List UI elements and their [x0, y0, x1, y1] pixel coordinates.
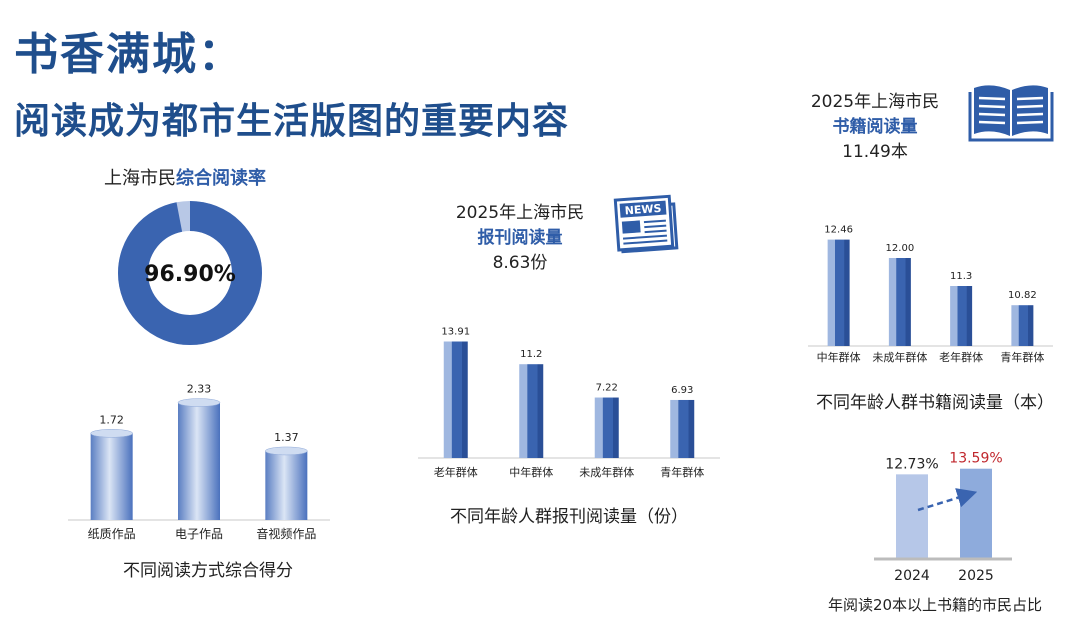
- donut-chart: 96.90%: [118, 201, 262, 345]
- donut-caption-bold: 综合阅读率: [176, 168, 266, 189]
- books-age-caption: 不同年龄人群书籍阅读量（本）: [816, 393, 1054, 413]
- data-label: 12.00: [886, 243, 915, 254]
- bar: [1011, 305, 1034, 346]
- data-label: 13.59%: [949, 451, 1002, 467]
- reading-method-chart: 1.72 纸质作品 2.33 电子作品 1.37 音视频作品: [68, 383, 330, 541]
- tick-label: 未成年群体: [579, 465, 634, 479]
- newspaper-summary: 2025年上海市民 报刊阅读量 8.63份: [445, 198, 595, 273]
- newspaper-line2: 报刊阅读量: [477, 228, 563, 248]
- data-label: 2.33: [187, 383, 212, 396]
- tick-label: 音视频作品: [256, 526, 316, 541]
- tick-label: 老年群体: [434, 465, 478, 479]
- bar: [827, 239, 850, 346]
- data-label: 11.3: [950, 271, 972, 282]
- data-label: 1.37: [274, 431, 299, 444]
- data-label: 6.93: [671, 385, 693, 396]
- data-label: 12.46: [824, 225, 853, 236]
- bar: [670, 399, 695, 458]
- tick-label: 中年群体: [509, 465, 553, 479]
- book-line3: 11.49本: [842, 142, 908, 162]
- tick-label: 2025: [958, 568, 994, 584]
- bar: [594, 397, 619, 458]
- tick-label: 中年群体: [817, 350, 861, 364]
- tick-label: 老年群体: [939, 350, 983, 364]
- donut-value-arc: [118, 201, 262, 345]
- svg-text:NEWS: NEWS: [624, 202, 662, 218]
- tick-label: 纸质作品: [88, 527, 136, 541]
- bar: [960, 468, 992, 558]
- bar: [443, 341, 468, 458]
- bar: [90, 429, 133, 520]
- bar: [950, 286, 973, 346]
- trend-arrow: [917, 488, 978, 512]
- bar: [177, 398, 221, 520]
- newspaper-age-caption: 不同年龄人群报刊阅读量（份）: [450, 507, 688, 527]
- data-label: 12.73%: [885, 456, 938, 472]
- tick-label: 未成年群体: [872, 350, 927, 364]
- book-line2: 书籍阅读量: [832, 117, 918, 137]
- bar: [896, 474, 928, 558]
- tick-label: 2024: [894, 568, 930, 584]
- reading-method-caption: 不同阅读方式综合得分: [123, 561, 293, 581]
- data-label: 7.22: [596, 383, 618, 394]
- newspaper-line1: 2025年上海市民: [455, 203, 585, 223]
- share-caption: 年阅读20本以上书籍的市民占比: [827, 596, 1043, 614]
- page-title: 书香满城：: [14, 29, 244, 80]
- donut-caption: 上海市民综合阅读率: [104, 164, 266, 190]
- book-summary: 2025年上海市民 书籍阅读量 11.49本: [800, 87, 950, 162]
- newspaper-icon: NEWS: [613, 194, 679, 254]
- bar: [888, 258, 911, 346]
- page-subtitle: 阅读成为都市生活版图的重要内容: [14, 101, 570, 142]
- books-age-chart: 12.46 中年群体 12.00 未成年群体 11.3 老年群体 10.82 青年群体: [808, 225, 1053, 364]
- tick-label: 青年群体: [1000, 350, 1044, 364]
- newspaper-line3: 8.63份: [492, 253, 548, 273]
- share-chart: 12.73% 2024 13.59% 2025: [874, 451, 1012, 584]
- data-label: 1.72: [99, 413, 124, 426]
- open-book-icon: [968, 85, 1054, 142]
- data-label: 13.91: [441, 327, 470, 338]
- bar: [519, 364, 544, 458]
- donut-value-label: 96.90%: [144, 262, 236, 287]
- data-label: 11.2: [520, 349, 542, 360]
- data-label: 10.82: [1008, 290, 1037, 301]
- donut-caption-plain: 上海市民: [104, 168, 176, 189]
- newspaper-age-chart: 13.91 老年群体 11.2 中年群体 7.22 未成年群体 6.93 青年群体: [418, 327, 720, 479]
- tick-label: 青年群体: [660, 465, 704, 479]
- tick-label: 电子作品: [175, 527, 223, 541]
- book-line1: 2025年上海市民: [810, 92, 940, 112]
- bar: [265, 446, 308, 520]
